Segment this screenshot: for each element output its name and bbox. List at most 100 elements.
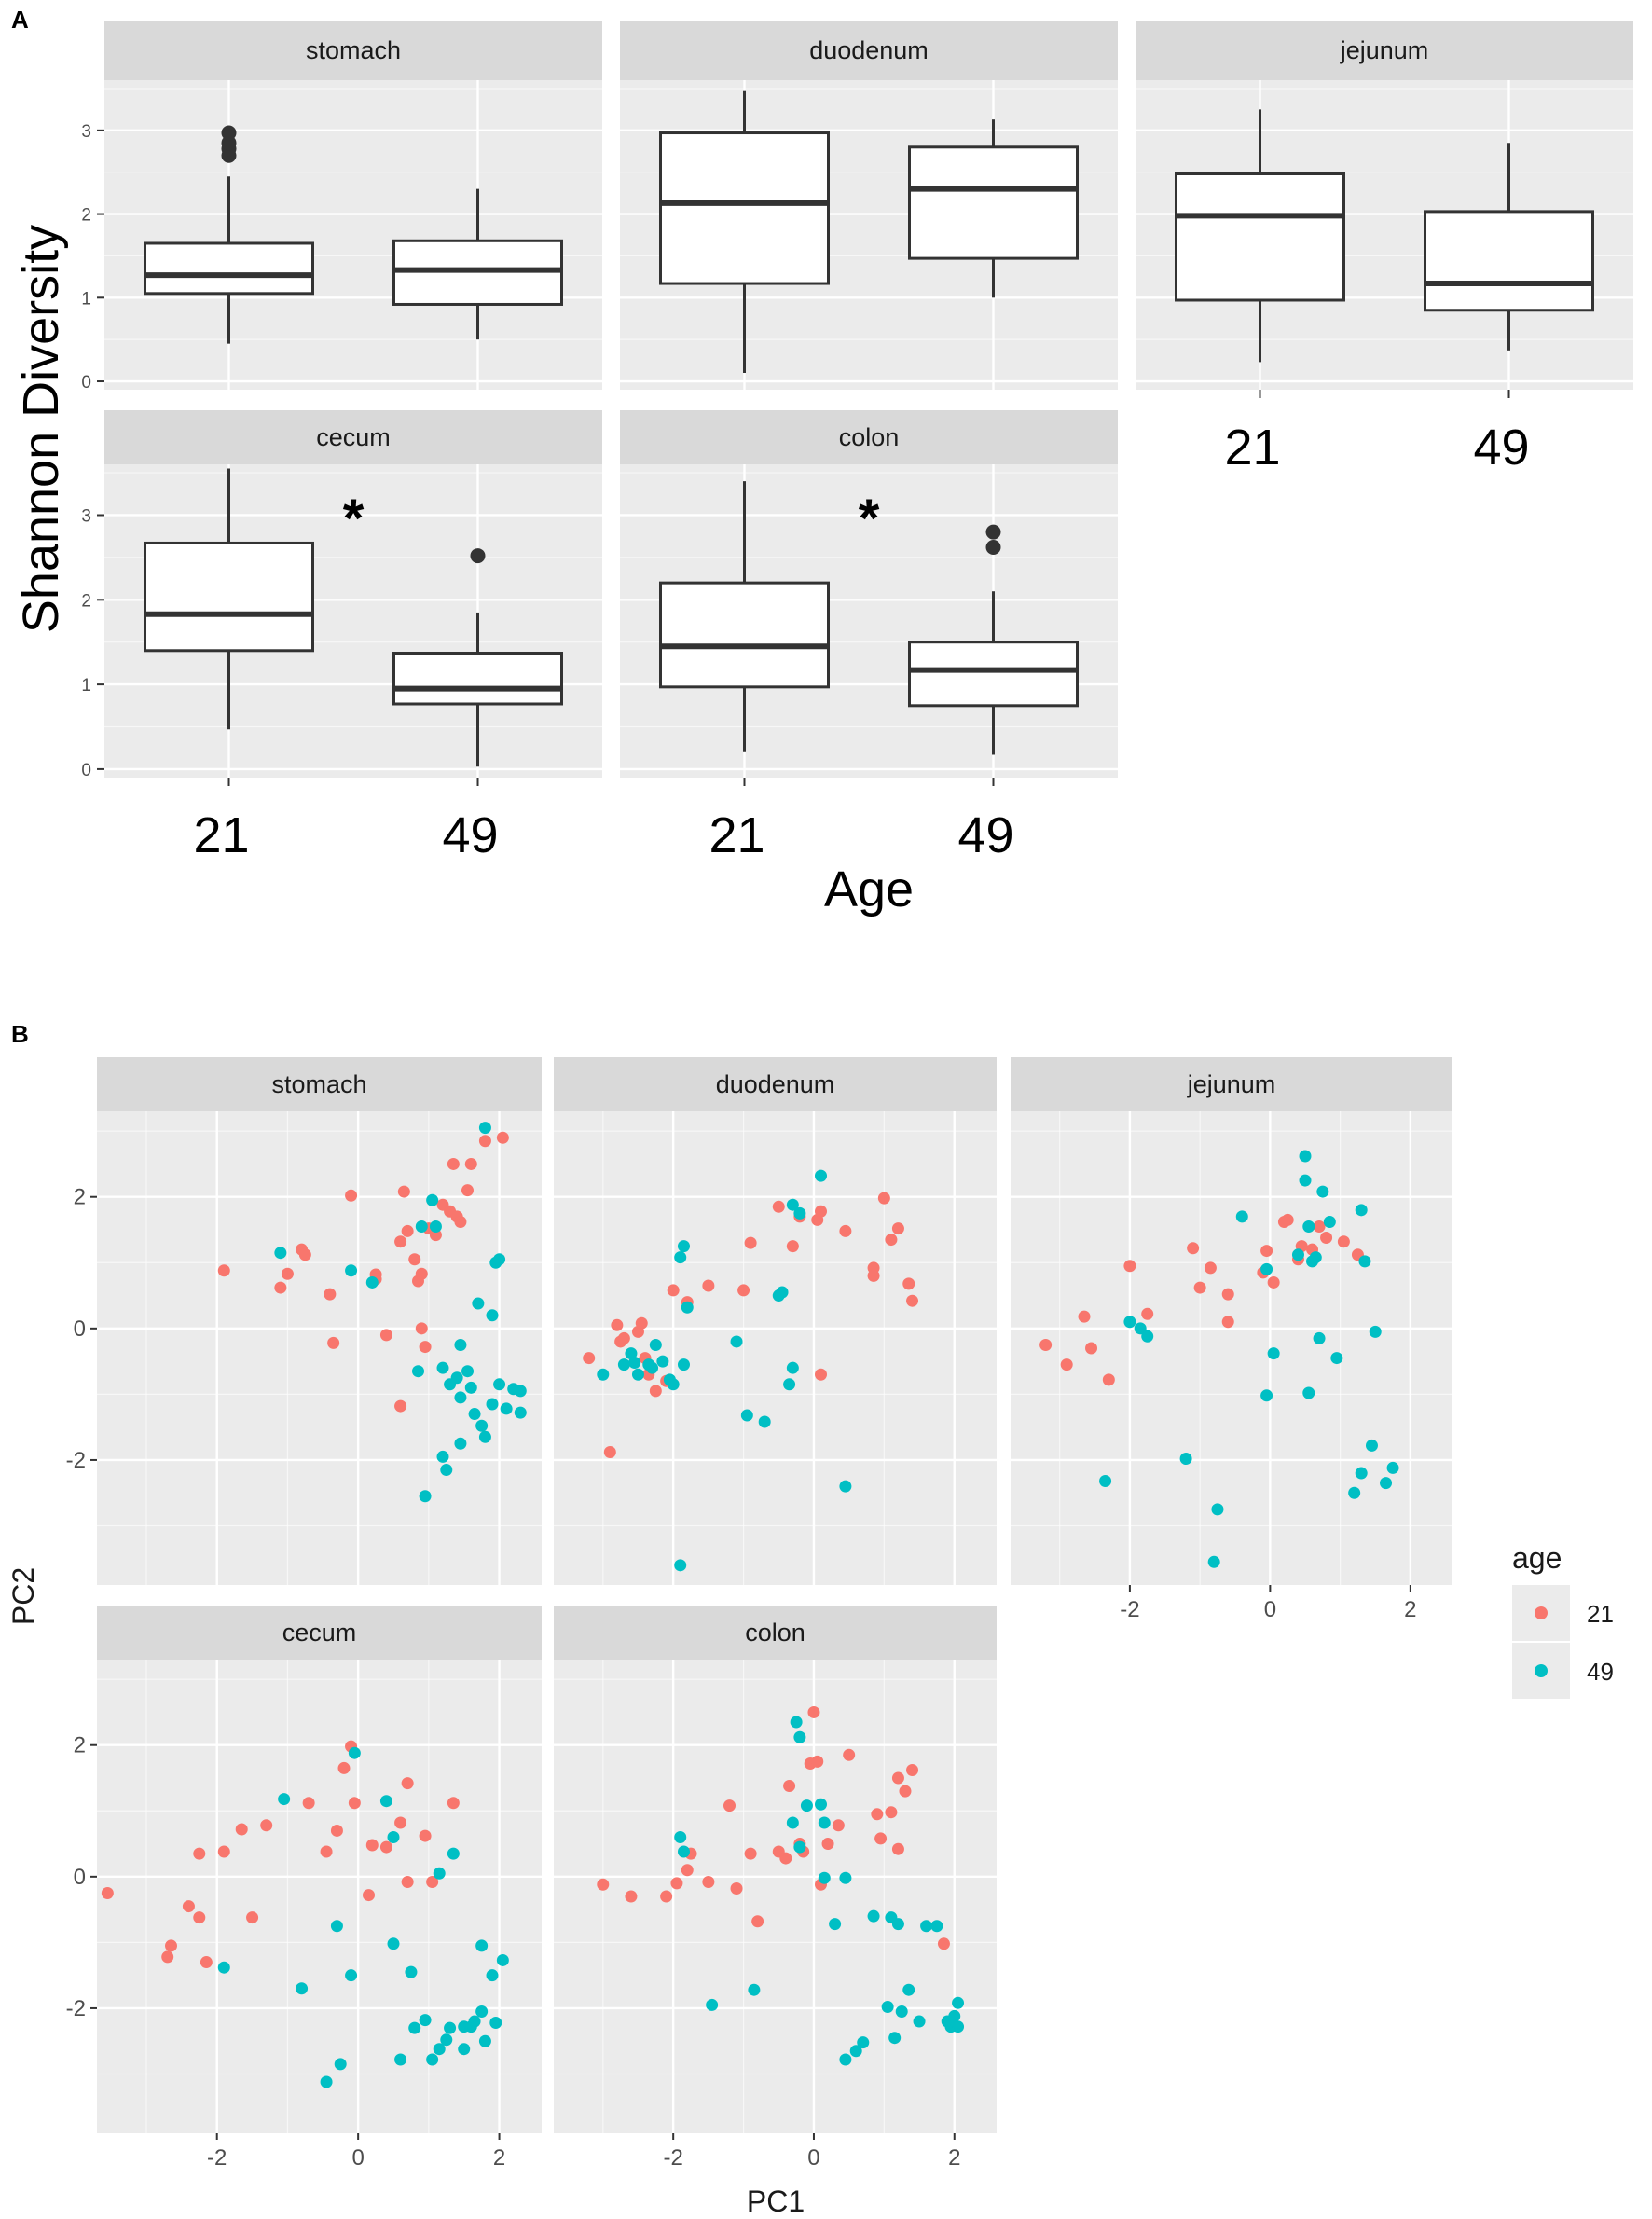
scatter-point <box>670 1877 683 1890</box>
scatter-point <box>1204 1261 1217 1275</box>
scatter-point <box>832 1819 845 1832</box>
scatter-point <box>1141 1307 1154 1320</box>
x-tick-label: 0 <box>351 2145 364 2171</box>
scatter-point <box>821 1838 834 1851</box>
scatter-point <box>783 1378 796 1391</box>
scatter-point <box>667 1284 680 1297</box>
panel-a-y-axis-title: Shannon Diversity <box>13 225 69 633</box>
scatter-point <box>394 1816 407 1829</box>
scatter-point <box>1260 1262 1273 1275</box>
scatter-point <box>857 2036 870 2049</box>
scatter-point <box>758 1415 771 1428</box>
scatter-point <box>843 1748 856 1761</box>
scatter-point <box>1039 1338 1053 1351</box>
panel-b-axis-titles: PC2 PC1 <box>7 1567 805 2218</box>
scatter-point <box>387 1937 400 1950</box>
scatter-point <box>1323 1216 1336 1229</box>
scatter-point <box>839 1871 852 1884</box>
scatter-point <box>217 1961 230 1974</box>
scatter-point <box>786 1240 799 1253</box>
scatter-point <box>839 2053 852 2066</box>
scatter-point <box>433 1867 446 1880</box>
box-iqr <box>908 145 1079 260</box>
scatter-point <box>478 1430 491 1443</box>
scatter-point <box>1060 1358 1073 1371</box>
box-iqr <box>1175 172 1345 302</box>
scatter-point <box>436 1450 449 1463</box>
scatter-point <box>365 1275 379 1289</box>
scatter-point <box>930 1920 943 1933</box>
scatter-point <box>345 1969 358 1982</box>
facet-colon: colon -2 0 2 <box>554 1606 997 2171</box>
scatter-point <box>496 1131 509 1144</box>
scatter-point <box>401 1224 414 1237</box>
scatter-point <box>401 1777 414 1790</box>
scatter-point <box>597 1878 610 1891</box>
scatter-point <box>450 1371 463 1385</box>
scatter-point <box>1207 1555 1220 1568</box>
scatter-point <box>493 1378 506 1391</box>
scatter-point <box>646 1361 659 1374</box>
scatter-point <box>635 1316 648 1330</box>
facet-strip-label: cecum <box>282 1619 357 1647</box>
scatter-point <box>348 1746 361 1759</box>
scatter-point <box>891 1918 904 1931</box>
scatter-point <box>1221 1288 1234 1301</box>
scatter-point <box>1330 1352 1343 1365</box>
facet-cecum: cecum -2 0 2 -2 0 2 <box>66 1606 542 2171</box>
scatter-point <box>891 1222 904 1235</box>
scatter-point <box>583 1352 596 1365</box>
scatter-point <box>475 1939 489 1952</box>
facet-strip <box>1136 21 1633 80</box>
outlier-point <box>221 125 237 141</box>
series-age-49 <box>597 1169 852 1572</box>
scatter-point <box>298 1248 311 1261</box>
scatter-point <box>489 2016 502 2029</box>
scatter-point <box>426 1193 439 1206</box>
scatter-point <box>394 1399 407 1413</box>
box-iqr <box>659 581 830 689</box>
scatter-point <box>871 1808 884 1821</box>
scatter-point <box>193 1847 206 1860</box>
scatter-point <box>496 1953 509 1966</box>
scatter-point <box>1179 1453 1192 1466</box>
scatter-point <box>730 1882 743 1895</box>
scatter-point <box>811 1755 824 1768</box>
facet-strip-label: jejunum <box>1340 36 1429 64</box>
facet-duodenum: duodenum <box>620 21 1118 390</box>
scatter-point <box>1316 1185 1329 1198</box>
scatter-point <box>677 1358 690 1371</box>
facet-strip-label: cecum <box>316 423 391 451</box>
scatter-point <box>793 1206 806 1220</box>
outlier-point <box>470 548 486 564</box>
scatter-point <box>387 1831 400 1843</box>
scatter-point <box>891 1771 904 1785</box>
scatter-point <box>419 2014 432 2027</box>
scatter-point <box>478 1122 491 1135</box>
box-iqr <box>908 641 1079 708</box>
scatter-point <box>514 1406 527 1419</box>
scatter-point <box>1211 1503 1224 1516</box>
scatter-point <box>906 1294 919 1307</box>
scatter-point <box>723 1799 736 1812</box>
scatter-point <box>617 1331 630 1344</box>
scatter-point <box>815 1169 828 1182</box>
scatter-point <box>260 1819 273 1832</box>
scatter-point <box>1141 1330 1154 1343</box>
box-cecum-49 <box>392 548 563 767</box>
scatter-point <box>182 1900 195 1913</box>
scatter-point <box>772 1845 785 1858</box>
scatter-point <box>899 1785 912 1798</box>
scatter-point <box>379 1795 392 1808</box>
scatter-point <box>902 1277 915 1290</box>
scatter-point <box>433 2043 446 2056</box>
scatter-point <box>447 1847 460 1860</box>
scatter-point <box>320 2075 333 2088</box>
scatter-point <box>793 1730 806 1744</box>
significance-marker: * <box>859 489 880 549</box>
scatter-point <box>1260 1389 1273 1402</box>
scatter-point <box>877 1192 890 1205</box>
y-tick-label: 3 <box>81 506 91 526</box>
scatter-point <box>493 1253 506 1266</box>
scatter-point <box>1348 1486 1361 1499</box>
